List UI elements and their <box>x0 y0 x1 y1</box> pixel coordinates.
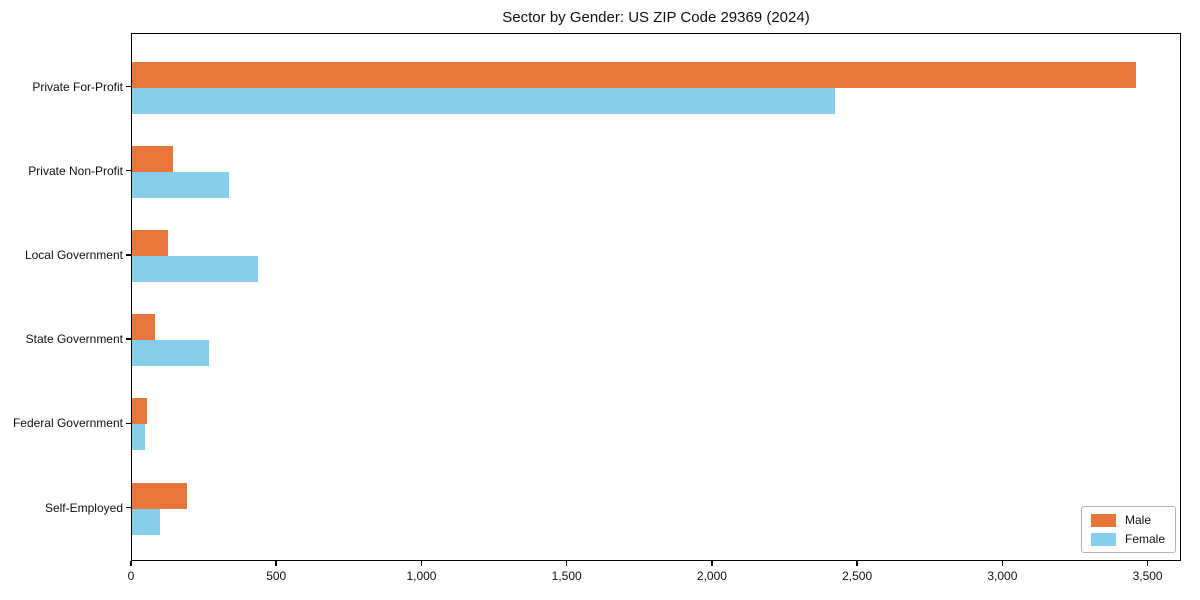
legend-label-male: Male <box>1124 513 1151 527</box>
y-axis-tick-mark <box>126 254 131 256</box>
y-axis-tick-mark <box>126 422 131 425</box>
x-axis-tick-mark <box>420 561 423 566</box>
x-axis-tick-label: 2,000 <box>696 569 727 583</box>
bar-female-private-non-profit <box>132 171 230 198</box>
bar-male-local-government <box>132 229 169 256</box>
y-axis-label-private-for-profit: Private For-Profit <box>32 79 123 94</box>
bar-male-private-non-profit <box>132 145 173 172</box>
legend: Male Female <box>1080 506 1176 553</box>
x-axis-tick-mark <box>1001 561 1004 566</box>
male-color-swatch <box>1090 513 1116 527</box>
bar-female-federal-government <box>132 424 146 451</box>
bar-female-private-for-profit <box>132 87 835 114</box>
bar-male-state-government <box>132 314 156 341</box>
x-axis-tick-mark <box>275 561 277 566</box>
x-axis-tick-label: 1,500 <box>551 569 582 583</box>
bar-male-federal-government <box>132 398 147 425</box>
legend-label-female: Female <box>1124 532 1165 546</box>
x-axis-tick-mark <box>565 561 568 566</box>
x-axis-tick-mark <box>711 561 713 566</box>
x-axis-tick-mark <box>130 561 132 566</box>
x-axis-tick-label: 500 <box>266 569 287 583</box>
female-color-swatch <box>1090 532 1116 546</box>
bar-male-self-employed <box>132 482 188 509</box>
bar-female-local-government <box>132 255 259 282</box>
y-axis-tick-mark <box>126 338 131 340</box>
x-axis-tick-label: 3,500 <box>1132 569 1163 583</box>
x-axis-tick-label: 3,000 <box>987 569 1018 583</box>
y-axis-label-self-employed: Self-Employed <box>44 500 123 515</box>
x-axis-tick-mark <box>1146 561 1149 566</box>
y-axis-label-private-non-profit: Private Non-Profit <box>28 163 123 178</box>
y-axis-label-local-government: Local Government <box>24 247 123 262</box>
bar-female-state-government <box>132 340 209 367</box>
x-axis-tick-label: 0 <box>127 569 135 583</box>
x-axis-tick-label: 2,500 <box>842 569 873 583</box>
x-axis-tick-mark <box>856 561 858 566</box>
y-axis-tick-mark <box>126 169 131 172</box>
legend-entry-female: Female <box>1090 532 1165 546</box>
bar-female-self-employed <box>132 508 160 535</box>
y-axis-tick-mark <box>126 506 131 509</box>
y-axis-label-federal-government: Federal Government <box>12 416 123 431</box>
x-axis-tick-label: 1,000 <box>406 569 437 583</box>
plot-area: Male Female <box>131 33 1181 561</box>
bar-male-private-for-profit <box>132 61 1136 88</box>
legend-entry-male: Male <box>1090 513 1165 527</box>
y-axis-tick-mark <box>126 85 131 88</box>
chart-title: Sector by Gender: US ZIP Code 29369 (202… <box>502 9 810 26</box>
y-axis-label-state-government: State Government <box>25 332 123 347</box>
